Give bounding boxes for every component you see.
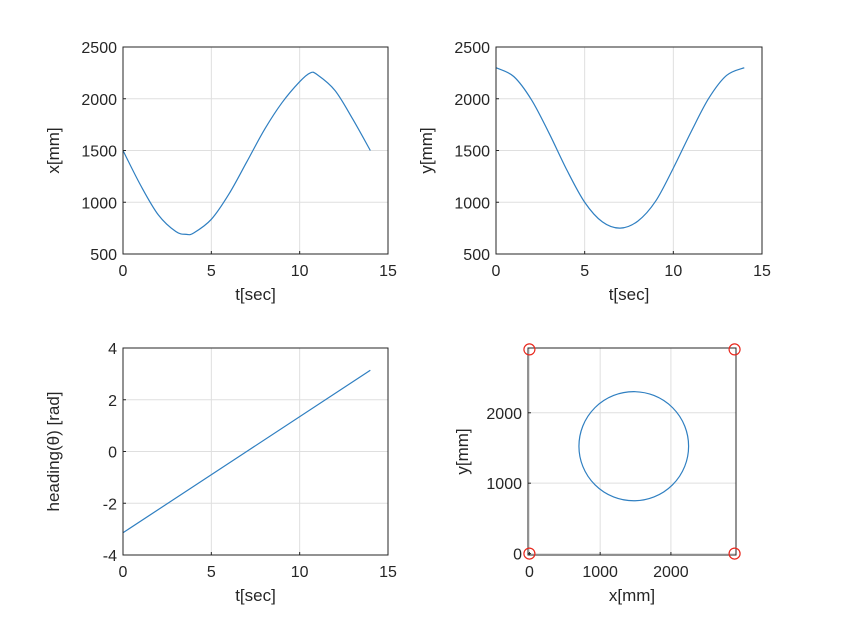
axes-frame — [527, 347, 737, 556]
x-axis-label: x[mm] — [609, 586, 655, 605]
x-axis-label: t[sec] — [609, 285, 650, 304]
corner-marker — [728, 343, 741, 356]
y-tick-label: 4 — [108, 341, 117, 358]
y-tick-label: 0 — [108, 445, 117, 462]
y-axis-label: y[mm] — [417, 127, 436, 173]
y-tick-label: 2000 — [486, 406, 522, 423]
y-position-line — [495, 67, 745, 229]
y-axis-label: x[mm] — [44, 127, 63, 173]
y-tick-label: 0 — [513, 547, 522, 564]
x-tick-label: 15 — [379, 564, 397, 581]
x-tick-label: 10 — [291, 564, 309, 581]
heading-line — [122, 369, 371, 534]
x-tick-label: 5 — [207, 263, 216, 280]
x-tick-label: 5 — [580, 263, 589, 280]
x-tick-label: 0 — [525, 564, 534, 581]
y-tick-label: -4 — [103, 548, 117, 565]
x-position-line — [122, 71, 371, 236]
subplot-xy-trajectory: 0 1000 2000 0 1000 2000 x[mm] y[mm] — [453, 343, 741, 605]
y-tick-label: 2000 — [454, 92, 490, 109]
y-tick-label: 1500 — [81, 144, 117, 161]
y-tick-label: 1000 — [81, 195, 117, 212]
corner-marker — [523, 343, 536, 356]
x-axis-label: t[sec] — [235, 586, 276, 605]
x-tick-label: 15 — [379, 263, 397, 280]
y-tick-label: 2000 — [81, 92, 117, 109]
trajectory-circle — [578, 391, 690, 502]
x-tick-label: 0 — [119, 564, 128, 581]
y-tick-label: 2500 — [81, 40, 117, 57]
x-tick-label: 0 — [119, 263, 128, 280]
x-tick-label: 0 — [492, 263, 501, 280]
y-tick-label: 1000 — [454, 195, 490, 212]
y-tick-label: 500 — [90, 247, 117, 264]
y-tick-label: 500 — [463, 247, 490, 264]
subplot-x-vs-time: 0 5 10 15 500 1000 1500 2000 2500 t[sec] x[mm] — [44, 40, 397, 304]
y-tick-label: 1000 — [486, 476, 522, 493]
x-tick-label: 10 — [291, 263, 309, 280]
y-tick-label: 2500 — [454, 40, 490, 57]
y-tick-label: 1500 — [454, 144, 490, 161]
y-axis-label: heading(θ) [rad] — [44, 391, 63, 511]
x-tick-label: 15 — [753, 263, 771, 280]
corner-marker — [523, 547, 536, 560]
x-tick-label: 2000 — [653, 564, 689, 581]
x-axis-label: t[sec] — [235, 285, 276, 304]
y-axis-label: y[mm] — [453, 428, 472, 474]
subplot-heading-vs-time: 0 5 10 15 -4 -2 0 2 4 t[sec] heading(θ) [rad] — [44, 341, 397, 605]
y-tick-label: -2 — [103, 496, 117, 513]
corner-marker — [728, 547, 741, 560]
x-tick-label: 1000 — [582, 564, 618, 581]
subplot-y-vs-time: 0 5 10 15 500 1000 1500 2000 2500 t[sec] y[mm] — [417, 40, 771, 304]
x-tick-label: 10 — [664, 263, 682, 280]
y-tick-label: 2 — [108, 393, 117, 410]
x-tick-label: 5 — [207, 564, 216, 581]
